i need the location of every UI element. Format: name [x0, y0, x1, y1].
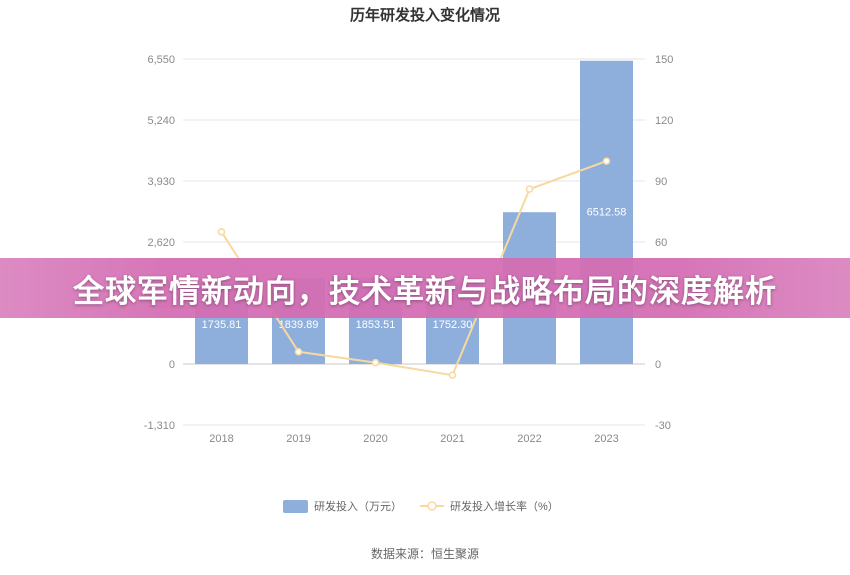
x-tick-label: 2022 [517, 433, 541, 445]
growth-rate-point-2022 [525, 185, 534, 193]
right-tick-label: 0 [655, 359, 661, 371]
x-tick-label: 2020 [363, 433, 387, 445]
bar-value-label: 1839.89 [279, 319, 319, 331]
right-tick-label: -30 [655, 420, 671, 432]
right-axis: 1501209060300-30 [655, 54, 673, 432]
x-tick-label: 2019 [286, 433, 310, 445]
growth-rate-point-2021 [448, 371, 457, 379]
legend: 研发投入（万元） 研发投入增长率（%） [283, 499, 559, 513]
line-series [217, 157, 611, 379]
bar-value-label: 1752.30 [433, 319, 473, 331]
left-tick-label: 5,240 [147, 115, 175, 127]
left-tick-label: 0 [169, 359, 175, 371]
right-tick-label: 90 [655, 176, 667, 188]
bar-value-label: 1735.81 [202, 319, 242, 331]
bar-value-label: 6512.58 [587, 207, 627, 219]
left-tick-label: -1,310 [144, 420, 175, 432]
x-tick-label: 2018 [209, 433, 233, 445]
headline-banner: 全球军情新动向，技术革新与战略布局的深度解析 [0, 258, 850, 318]
x-tick-label: 2021 [440, 433, 464, 445]
legend-bar-label: 研发投入（万元） [314, 499, 402, 513]
x-axis: 2018 2019 2020 2021 2022 2023 [209, 433, 618, 445]
legend-bar-swatch [283, 500, 308, 513]
grid-lines [183, 58, 645, 426]
legend-line-label: 研发投入增长率（%） [450, 499, 559, 513]
left-tick-label: 2,620 [147, 237, 175, 249]
bar-value-label: 1853.51 [356, 319, 396, 331]
x-tick-label: 2023 [594, 433, 618, 445]
growth-rate-line [220, 160, 607, 377]
headline-text: 全球军情新动向，技术革新与战略布局的深度解析 [73, 273, 777, 310]
growth-rate-point-2019 [294, 348, 303, 356]
left-tick-label: 6,550 [147, 54, 175, 66]
bar-series: 1735.81 1839.89 1853.51 1752.30 6512.58 [195, 60, 633, 364]
chart-title: 历年研发投入变化情况 [350, 6, 500, 24]
right-tick-label: 150 [655, 54, 673, 66]
source-label: 数据来源：恒生聚源 [371, 546, 479, 561]
left-tick-label: 3,930 [147, 176, 175, 188]
legend-line-marker [427, 501, 437, 511]
growth-rate-point-2020 [371, 358, 380, 367]
growth-rate-point-2018 [217, 228, 226, 236]
growth-rate-point-2023 [602, 157, 611, 165]
right-tick-label: 60 [655, 237, 667, 249]
right-tick-label: 120 [655, 115, 673, 127]
